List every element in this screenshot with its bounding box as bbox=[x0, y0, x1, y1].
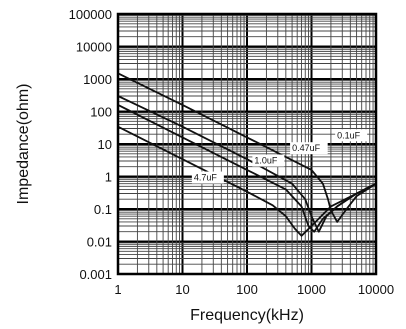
series-lines bbox=[117, 72, 377, 237]
x-tick-label: 1000 bbox=[297, 282, 326, 297]
series-label-bg bbox=[252, 154, 285, 167]
series-label-bg bbox=[290, 142, 328, 155]
x-axis-title: Frequency(kHz) bbox=[190, 307, 304, 324]
series-label: 0.47uF bbox=[292, 143, 321, 153]
series-label-bg bbox=[335, 129, 368, 142]
x-tick-label: 10 bbox=[175, 282, 189, 297]
x-tick-label: 10000 bbox=[358, 282, 394, 297]
tick-labels: 1 10 100 1000 10000 0.001 0.01 0.1 1 10 100 1000 100… bbox=[69, 7, 394, 297]
series-label: 0.1uF bbox=[337, 130, 361, 140]
y-tick-label: 1000 bbox=[83, 72, 112, 87]
y-tick-label: 0.1 bbox=[94, 202, 112, 217]
x-tick-label: 100 bbox=[236, 282, 258, 297]
grid bbox=[117, 13, 377, 275]
y-tick-label: 0.01 bbox=[87, 235, 112, 250]
y-tick-label: 10000 bbox=[76, 40, 112, 55]
series-label: 4.7uF bbox=[194, 173, 218, 183]
series-label-bg bbox=[191, 171, 224, 184]
y-tick-label: 10 bbox=[98, 137, 112, 152]
series-labels: 0.1uF 0.47uF 1.0uF 4.7uF bbox=[191, 129, 368, 184]
series-line bbox=[117, 125, 377, 237]
plot-frame bbox=[116, 12, 378, 276]
y-axis-title: Impedance(ohm) bbox=[15, 84, 32, 205]
series-line bbox=[117, 72, 377, 223]
series-line bbox=[117, 104, 377, 233]
y-tick-label: 100 bbox=[90, 105, 112, 120]
x-tick-label: 1 bbox=[114, 282, 121, 297]
series-label: 1.0uF bbox=[254, 156, 278, 166]
y-tick-label: 0.001 bbox=[79, 267, 112, 282]
y-tick-label: 100000 bbox=[69, 7, 112, 22]
y-tick-label: 1 bbox=[105, 170, 112, 185]
